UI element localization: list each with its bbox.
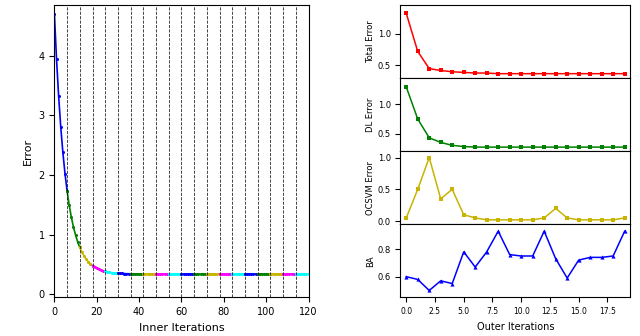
Y-axis label: Error: Error	[23, 138, 33, 165]
Y-axis label: OCSVM Error: OCSVM Error	[366, 161, 375, 215]
Y-axis label: BA: BA	[365, 255, 375, 267]
X-axis label: Inner Iterations: Inner Iterations	[139, 323, 224, 333]
Y-axis label: DL Error: DL Error	[366, 97, 375, 132]
Text: 1e-6: 1e-6	[401, 152, 417, 161]
X-axis label: Outer Iterations: Outer Iterations	[477, 322, 554, 332]
Y-axis label: Total Error: Total Error	[366, 20, 375, 63]
